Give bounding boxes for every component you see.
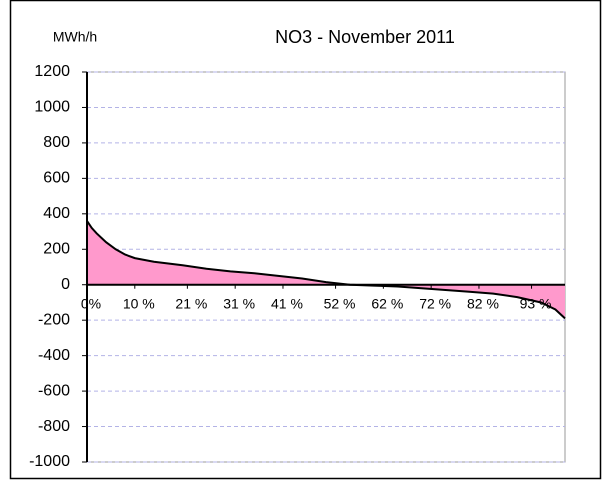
y-axis-unit: MWh/h [53, 29, 97, 45]
y-tick-label: 1000 [34, 99, 70, 116]
x-tick-label: 41 % [271, 295, 303, 311]
x-tick-label: 93 % [520, 295, 552, 311]
curve-line [86, 220, 566, 320]
y-tick-label: -600 [38, 382, 70, 399]
chart-title: NO3 - November 2011 [275, 27, 455, 47]
x-tick-label: 82 % [467, 295, 499, 311]
y-tick-label: -400 [38, 347, 70, 364]
y-tick-label: 800 [43, 134, 70, 151]
y-tick-label: 0 [61, 276, 70, 293]
y-tick-label: 200 [43, 240, 70, 257]
x-tick-label: 10 % [123, 295, 155, 311]
x-tick-label: 72 % [419, 295, 451, 311]
x-tick-label: 62 % [371, 295, 403, 311]
y-tick-label: 400 [43, 205, 70, 222]
x-tick-label: 21 % [175, 295, 207, 311]
area-fill [87, 220, 565, 319]
y-tick-label: -800 [38, 418, 70, 435]
y-tick-label: -200 [38, 311, 70, 328]
y-tick-label: 600 [43, 170, 70, 187]
y-tick-label: 1200 [34, 63, 70, 80]
chart-frame [9, 0, 602, 480]
x-tick-label: 0% [81, 295, 101, 311]
y-tick-label: -1000 [29, 453, 70, 470]
x-tick-label: 52 % [324, 295, 356, 311]
x-tick-label: 31 % [223, 295, 255, 311]
